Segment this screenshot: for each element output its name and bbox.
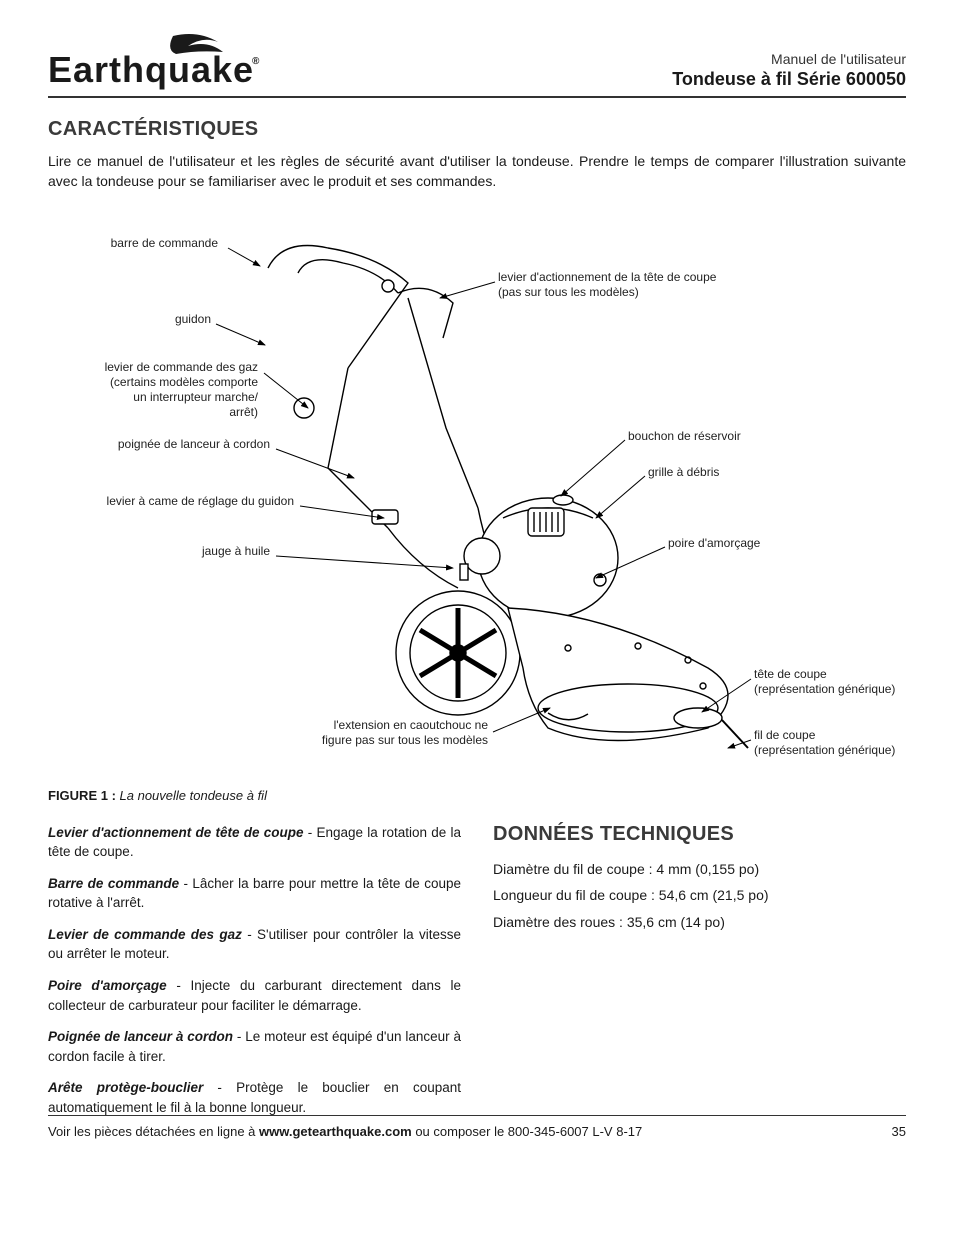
svg-text:®: ® bbox=[252, 56, 260, 67]
footer-suffix: ou composer le 800-345-6007 L-V 8-17 bbox=[412, 1124, 643, 1139]
spec-line: Diamètre des roues : 35,6 cm (14 po) bbox=[493, 909, 906, 936]
spec-line: Longueur du fil de coupe : 54,6 cm (21,5… bbox=[493, 882, 906, 909]
page-header: Earthquake ® Manuel de l'utilisateur Ton… bbox=[48, 32, 906, 98]
terms-column: Levier d'actionnement de tête de coupe -… bbox=[48, 823, 461, 1130]
callout-rubber: l'extension en caoutchouc ne figure pas … bbox=[278, 718, 488, 748]
footer-text: Voir les pièces détachées en ligne à www… bbox=[48, 1124, 642, 1139]
term-name: Levier de commande des gaz bbox=[48, 927, 242, 942]
callout-recoil: poignée de lanceur à cordon bbox=[80, 437, 270, 452]
term-item: Levier d'actionnement de tête de coupe -… bbox=[48, 823, 461, 862]
term-name: Barre de commande bbox=[48, 876, 179, 891]
intro-paragraph: Lire ce manuel de l'utilisateur et les r… bbox=[48, 151, 906, 192]
figure-prefix: FIGURE 1 : bbox=[48, 788, 120, 803]
callout-fuelcap: bouchon de réservoir bbox=[628, 429, 788, 444]
term-item: Arête protège-bouclier - Protège le bouc… bbox=[48, 1078, 461, 1117]
term-item: Poignée de lanceur à cordon - Le moteur … bbox=[48, 1027, 461, 1066]
manual-label: Manuel de l'utilisateur bbox=[672, 51, 906, 67]
term-item: Barre de commande - Lâcher la barre pour… bbox=[48, 874, 461, 913]
callout-throttle: levier de commande des gaz (certains mod… bbox=[58, 360, 258, 420]
callout-head: tête de coupe (représentation générique) bbox=[754, 667, 944, 697]
product-diagram: barre de commande guidon levier de comma… bbox=[48, 208, 906, 778]
section-features-title: CARACTÉRISTIQUES bbox=[48, 118, 906, 141]
specs-column: DONNÉES TECHNIQUES Diamètre du fil de co… bbox=[493, 823, 906, 936]
footer-url: www.getearthquake.com bbox=[259, 1124, 412, 1139]
term-name: Levier d'actionnement de tête de coupe bbox=[48, 825, 303, 840]
figure-text: La nouvelle tondeuse à fil bbox=[120, 788, 267, 803]
term-item: Poire d'amorçage - Injecte du carburant … bbox=[48, 976, 461, 1015]
term-name: Arête protège-bouclier bbox=[48, 1080, 203, 1095]
page-number: 35 bbox=[892, 1124, 906, 1139]
term-item: Levier de commande des gaz - S'utiliser … bbox=[48, 925, 461, 964]
term-name: Poire d'amorçage bbox=[48, 978, 167, 993]
figure-caption: FIGURE 1 : La nouvelle tondeuse à fil bbox=[48, 788, 906, 803]
callout-camlock: levier à came de réglage du guidon bbox=[59, 494, 294, 509]
svg-text:Earthquake: Earthquake bbox=[48, 49, 254, 90]
footer-prefix: Voir les pièces détachées en ligne à bbox=[48, 1124, 259, 1139]
section-tech-title: DONNÉES TECHNIQUES bbox=[493, 823, 906, 846]
callout-engage: levier d'actionnement de la tête de coup… bbox=[498, 270, 778, 300]
callout-line: fil de coupe (représentation générique) bbox=[754, 728, 944, 758]
logo-mark-icon: Earthquake ® bbox=[48, 32, 268, 90]
product-title: Tondeuse à fil Série 600050 bbox=[672, 69, 906, 90]
header-right: Manuel de l'utilisateur Tondeuse à fil S… bbox=[672, 51, 906, 90]
callout-dipstick: jauge à huile bbox=[170, 544, 270, 559]
spec-line: Diamètre du fil de coupe : 4 mm (0,155 p… bbox=[493, 856, 906, 883]
callout-bail: barre de commande bbox=[78, 236, 218, 251]
page-footer: Voir les pièces détachées en ligne à www… bbox=[48, 1115, 906, 1139]
term-name: Poignée de lanceur à cordon bbox=[48, 1029, 233, 1044]
brand-logo: Earthquake ® bbox=[48, 32, 268, 90]
callout-primer: poire d'amorçage bbox=[668, 536, 798, 551]
callout-debris: grille à débris bbox=[648, 465, 768, 480]
callout-handlebar: guidon bbox=[151, 312, 211, 327]
